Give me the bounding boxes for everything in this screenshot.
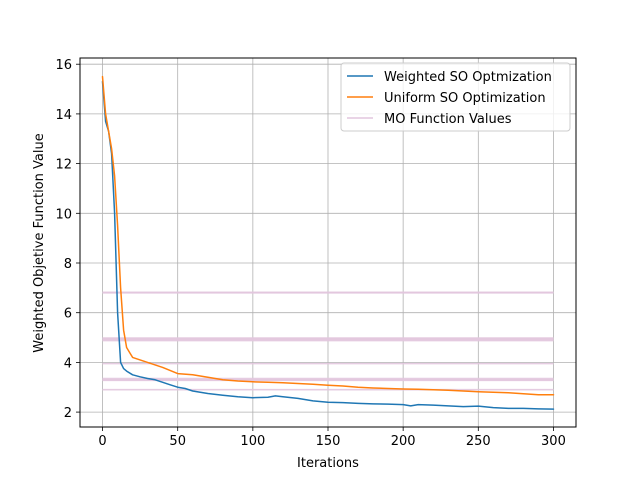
mo-function-values-layer [102,291,554,391]
x-axis-label: Iterations [297,456,359,471]
x-tick-label: 250 [466,434,491,449]
legend-label-uniform: Uniform SO Optimization [384,91,546,106]
x-tick-label: 0 [98,434,106,449]
tick-layer: 0 50 100 150 200 250 300 2 4 6 8 10 12 14 16 [55,58,565,449]
series-line-uniform [101,75,555,396]
y-tick-label: 8 [64,257,72,272]
y-tick-label: 4 [64,356,72,371]
y-tick-label: 14 [55,108,72,123]
x-tick-label: 200 [391,434,416,449]
y-axis-label: Weighted Objetive Function Value [32,133,47,352]
x-tick-label: 300 [541,434,566,449]
y-tick-label: 10 [55,207,72,222]
legend-label-weighted: Weighted SO Optmization [384,70,552,85]
y-tick-label: 16 [55,58,72,73]
y-tick-label: 2 [64,406,72,421]
legend-label-mo: MO Function Values [384,112,512,127]
x-tick-label: 150 [316,434,341,449]
series-layer [101,75,555,410]
x-tick-label: 100 [240,434,265,449]
grid-layer [80,58,576,427]
legend-box [340,62,571,132]
x-tick-label: 50 [169,434,186,449]
series-line-weighted [101,80,555,410]
legend: Weighted SO Optmization Uniform SO Optim… [340,62,571,132]
y-tick-label: 6 [64,307,72,322]
y-tick-label: 12 [55,158,72,173]
